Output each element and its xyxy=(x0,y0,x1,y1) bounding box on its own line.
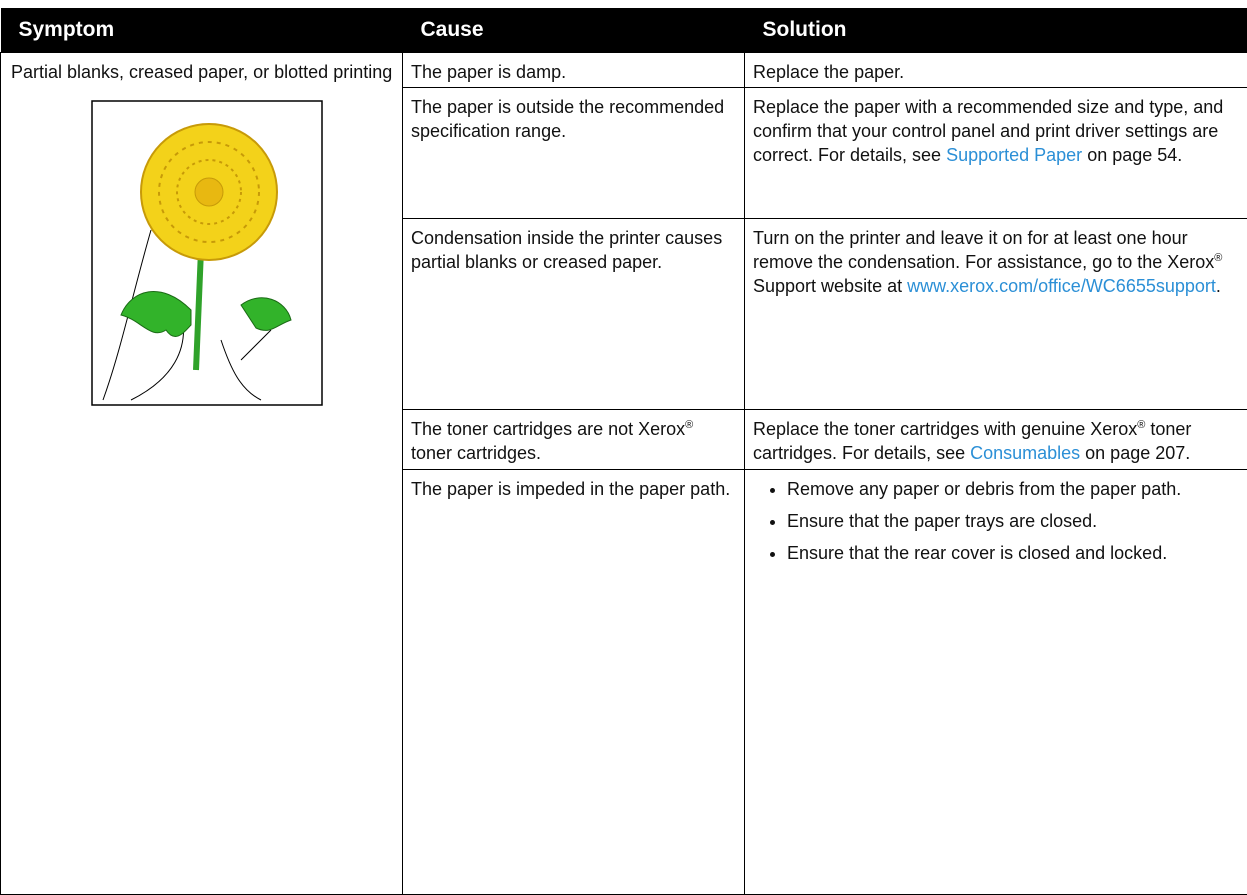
symptom-cell: Partial blanks, creased paper, or blotte… xyxy=(1,53,403,895)
cause-cell: The paper is impeded in the paper path. xyxy=(403,470,745,895)
header-row: Symptom Cause Solution xyxy=(1,8,1247,53)
solution-cell: Turn on the printer and leave it on for … xyxy=(745,219,1247,410)
solution-text: . xyxy=(1216,276,1221,296)
solution-cell: Replace the paper with a recommended siz… xyxy=(745,88,1247,219)
link[interactable]: www.xerox.com/office/WC6655support xyxy=(907,276,1216,296)
row: Partial blanks, creased paper, or blotte… xyxy=(1,53,1247,88)
solution-cell: Replace the toner cartridges with genuin… xyxy=(745,410,1247,470)
header-cell: Cause xyxy=(403,8,745,53)
cause-cell: The paper is outside the recommended spe… xyxy=(403,88,745,219)
bullet-item: Remove any paper or debris from the pape… xyxy=(787,477,1239,501)
link[interactable]: Consumables xyxy=(970,443,1080,463)
cause-text: Condensation inside the printer causes p… xyxy=(411,228,722,272)
header-cell: Solution xyxy=(745,8,1247,53)
cause-text: toner cartridges. xyxy=(411,443,541,463)
solution-cell: Remove any paper or debris from the pape… xyxy=(745,470,1247,895)
solution-text: Turn on the printer and leave it on for … xyxy=(753,228,1214,272)
solution-text: Support website at xyxy=(753,276,907,296)
cause-cell: Condensation inside the printer causes p… xyxy=(403,219,745,410)
troubleshooting-table: Symptom Cause Solution Partial blanks, c… xyxy=(0,8,1247,895)
symptom-text: Partial blanks, creased paper, or blotte… xyxy=(9,60,394,84)
solution-cell: Replace the paper. xyxy=(745,53,1247,88)
bullet-item: Ensure that the rear cover is closed and… xyxy=(787,541,1239,565)
cause-cell: The paper is damp. xyxy=(403,53,745,88)
cause-text: The toner cartridges are not Xerox xyxy=(411,419,685,439)
registered-mark: ® xyxy=(1214,252,1222,264)
link[interactable]: Supported Paper xyxy=(946,145,1082,165)
bullet-list: Remove any paper or debris from the pape… xyxy=(753,477,1239,565)
cause-text: The paper is impeded in the paper path. xyxy=(411,479,730,499)
sample-print-image xyxy=(91,100,323,406)
cause-text: The paper is damp. xyxy=(411,62,566,82)
solution-text: on page 207. xyxy=(1080,443,1190,463)
solution-text: on page 54. xyxy=(1082,145,1182,165)
bullet-item: Ensure that the paper trays are closed. xyxy=(787,509,1239,533)
cause-cell: The toner cartridges are not Xerox® tone… xyxy=(403,410,745,470)
cause-text: The paper is outside the recommended spe… xyxy=(411,97,724,141)
solution-text: Replace the paper. xyxy=(753,62,904,82)
header-cell: Symptom xyxy=(1,8,403,53)
solution-text: Replace the toner cartridges with genuin… xyxy=(753,419,1137,439)
registered-mark: ® xyxy=(685,419,693,431)
